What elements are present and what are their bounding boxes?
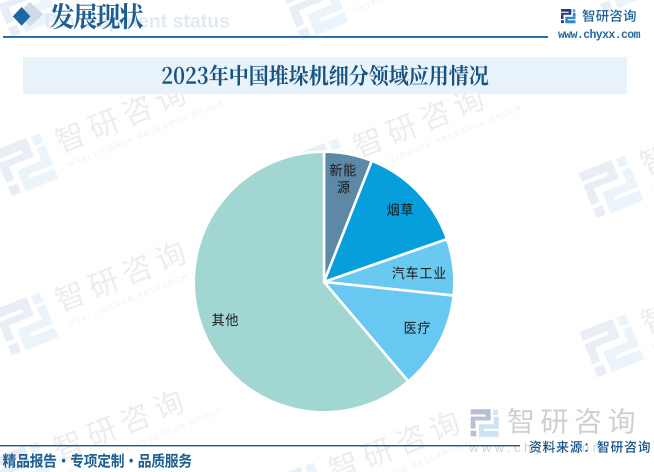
svg-text:www.chyxx.com: www.chyxx.com	[558, 29, 641, 42]
